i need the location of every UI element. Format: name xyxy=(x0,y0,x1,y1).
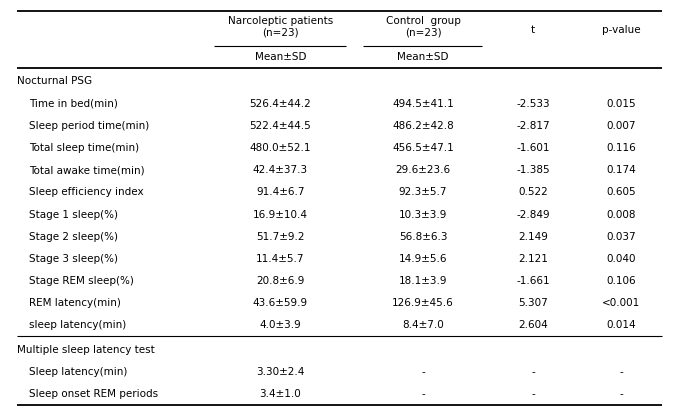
Text: 0.037: 0.037 xyxy=(606,232,636,242)
Text: -: - xyxy=(531,367,535,377)
Text: Mean±SD: Mean±SD xyxy=(397,52,449,62)
Text: 126.9±45.6: 126.9±45.6 xyxy=(392,298,454,308)
Text: 92.3±5.7: 92.3±5.7 xyxy=(399,187,447,197)
Text: 4.0±3.9: 4.0±3.9 xyxy=(259,320,301,331)
Text: 91.4±6.7: 91.4±6.7 xyxy=(256,187,305,197)
Text: -1.601: -1.601 xyxy=(516,143,550,153)
Text: Multiple sleep latency test: Multiple sleep latency test xyxy=(17,345,155,355)
Text: 0.605: 0.605 xyxy=(606,187,636,197)
Text: -2.849: -2.849 xyxy=(516,210,550,220)
Text: <0.001: <0.001 xyxy=(602,298,640,308)
Text: -1.661: -1.661 xyxy=(516,276,550,286)
Text: 51.7±9.2: 51.7±9.2 xyxy=(256,232,305,242)
Text: sleep latency(min): sleep latency(min) xyxy=(29,320,126,331)
Text: Stage REM sleep(%): Stage REM sleep(%) xyxy=(29,276,134,286)
Text: -2.817: -2.817 xyxy=(516,121,550,131)
Text: Total awake time(min): Total awake time(min) xyxy=(29,165,145,175)
Text: Sleep period time(min): Sleep period time(min) xyxy=(29,121,149,131)
Text: REM latency(min): REM latency(min) xyxy=(29,298,121,308)
Text: 11.4±5.7: 11.4±5.7 xyxy=(256,254,305,264)
Text: 0.116: 0.116 xyxy=(606,143,636,153)
Text: Sleep efficiency index: Sleep efficiency index xyxy=(29,187,144,197)
Text: 0.174: 0.174 xyxy=(606,165,636,175)
Text: 480.0±52.1: 480.0±52.1 xyxy=(250,143,311,153)
Text: Nocturnal PSG: Nocturnal PSG xyxy=(17,76,92,87)
Text: 0.008: 0.008 xyxy=(606,210,636,220)
Text: Narcoleptic patients
(n=23): Narcoleptic patients (n=23) xyxy=(227,16,333,38)
Text: 2.149: 2.149 xyxy=(518,232,548,242)
Text: -2.533: -2.533 xyxy=(516,99,550,109)
Text: 0.007: 0.007 xyxy=(606,121,636,131)
Text: 2.604: 2.604 xyxy=(518,320,548,331)
Text: p-value: p-value xyxy=(602,26,640,35)
Text: 0.106: 0.106 xyxy=(606,276,636,286)
Text: Time in bed(min): Time in bed(min) xyxy=(29,99,118,109)
Text: -: - xyxy=(421,389,425,399)
Text: Stage 1 sleep(%): Stage 1 sleep(%) xyxy=(29,210,118,220)
Text: 2.121: 2.121 xyxy=(518,254,548,264)
Text: 3.30±2.4: 3.30±2.4 xyxy=(256,367,305,377)
Text: Stage 3 sleep(%): Stage 3 sleep(%) xyxy=(29,254,118,264)
Text: 456.5±47.1: 456.5±47.1 xyxy=(392,143,454,153)
Text: Control  group
(n=23): Control group (n=23) xyxy=(386,16,460,38)
Text: -: - xyxy=(619,389,623,399)
Text: 10.3±3.9: 10.3±3.9 xyxy=(399,210,447,220)
Text: Stage 2 sleep(%): Stage 2 sleep(%) xyxy=(29,232,118,242)
Text: 14.9±5.6: 14.9±5.6 xyxy=(399,254,447,264)
Text: 20.8±6.9: 20.8±6.9 xyxy=(256,276,305,286)
Text: 0.014: 0.014 xyxy=(606,320,636,331)
Text: 56.8±6.3: 56.8±6.3 xyxy=(399,232,447,242)
Text: 522.4±44.5: 522.4±44.5 xyxy=(250,121,311,131)
Text: t: t xyxy=(531,26,535,35)
Text: 42.4±37.3: 42.4±37.3 xyxy=(253,165,308,175)
Text: Mean±SD: Mean±SD xyxy=(255,52,306,62)
Text: 43.6±59.9: 43.6±59.9 xyxy=(253,298,308,308)
Text: -1.385: -1.385 xyxy=(516,165,550,175)
Text: 18.1±3.9: 18.1±3.9 xyxy=(399,276,447,286)
Text: 526.4±44.2: 526.4±44.2 xyxy=(250,99,311,109)
Text: 486.2±42.8: 486.2±42.8 xyxy=(392,121,454,131)
Text: -: - xyxy=(421,367,425,377)
Text: -: - xyxy=(619,367,623,377)
Text: -: - xyxy=(531,389,535,399)
Text: Sleep latency(min): Sleep latency(min) xyxy=(29,367,128,377)
Text: Sleep onset REM periods: Sleep onset REM periods xyxy=(29,389,158,399)
Text: 29.6±23.6: 29.6±23.6 xyxy=(395,165,451,175)
Text: 494.5±41.1: 494.5±41.1 xyxy=(392,99,454,109)
Text: 8.4±7.0: 8.4±7.0 xyxy=(402,320,444,331)
Text: 16.9±10.4: 16.9±10.4 xyxy=(253,210,308,220)
Text: 3.4±1.0: 3.4±1.0 xyxy=(259,389,301,399)
Text: 5.307: 5.307 xyxy=(518,298,548,308)
Text: 0.522: 0.522 xyxy=(518,187,548,197)
Text: 0.015: 0.015 xyxy=(606,99,636,109)
Text: 0.040: 0.040 xyxy=(606,254,636,264)
Text: Total sleep time(min): Total sleep time(min) xyxy=(29,143,139,153)
